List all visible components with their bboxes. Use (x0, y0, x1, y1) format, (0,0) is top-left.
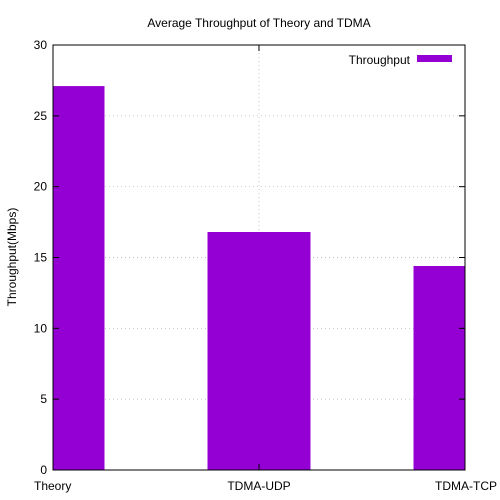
y-tick-label: 5 (40, 392, 47, 406)
y-tick-label: 30 (34, 38, 48, 52)
legend-swatch-throughput (417, 55, 452, 62)
bar-tdma-tcp (413, 266, 465, 470)
chart-title: Average Throughput of Theory and TDMA (147, 16, 370, 30)
y-tick-label: 20 (34, 180, 48, 194)
y-axis-tick-labels: 0 5 10 15 20 25 30 (34, 38, 48, 477)
y-tick-label: 15 (34, 251, 48, 265)
x-tick-label: TDMA-UDP (227, 479, 290, 493)
legend: Throughput (349, 53, 452, 67)
bar-tdma-udp (207, 232, 311, 470)
axis-ticks (52, 44, 466, 471)
y-tick-label: 10 (34, 321, 48, 335)
legend-label-throughput: Throughput (349, 53, 411, 67)
x-tick-label: Theory (34, 479, 71, 493)
x-tick-label: TDMA-TCP (435, 479, 497, 493)
x-axis-tick-labels: Theory TDMA-UDP TDMA-TCP (34, 479, 497, 493)
bar-theory (53, 86, 105, 470)
y-tick-label: 25 (34, 109, 48, 123)
y-axis-label: Throughput(Mbps) (5, 208, 19, 307)
bars (53, 86, 465, 470)
y-tick-label: 0 (40, 463, 47, 477)
